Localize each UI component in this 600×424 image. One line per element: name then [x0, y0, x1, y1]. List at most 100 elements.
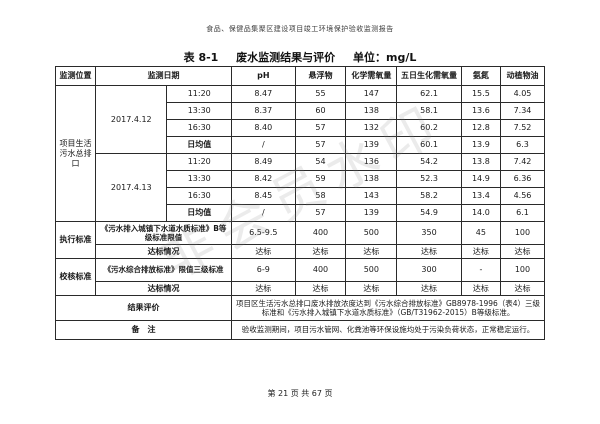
compliance-cell: 达标 [460, 244, 501, 259]
check-ph-limit: 6-9 [231, 258, 296, 282]
page-number: 第 21 页 共 67 页 [267, 389, 333, 398]
compliance-cell: 达标 [231, 281, 296, 296]
compliance-cell: 达标 [396, 244, 462, 259]
result-text: 项目区生活污水总排口废水排放浓度达到《污水综合排放标准》GB8978-1996（… [231, 295, 545, 321]
compliance-cell: 达标 [499, 244, 546, 259]
compliance-label: 达标情况 [95, 281, 233, 296]
compliance-cell: 达标 [396, 281, 462, 296]
col-header-bod5: 五日生化需氧量 [396, 66, 462, 86]
time-cell: 16:30 [166, 187, 233, 205]
cod-cell: 136 [345, 153, 398, 171]
ph-cell: 8.49 [231, 153, 296, 171]
exec-standard-label: 执行标准 [54, 221, 97, 259]
time-cell: 11:20 [166, 85, 233, 103]
check-oil-limit: 100 [499, 258, 546, 282]
ph-cell: 8.42 [231, 170, 296, 188]
result-label: 结果评价 [54, 295, 233, 321]
ss-cell: 60 [294, 102, 347, 120]
oil-cell: 7.42 [499, 153, 546, 171]
time-cell: 16:30 [166, 119, 233, 137]
nh3n-cell: 12.8 [460, 119, 501, 137]
cod-cell: 132 [345, 119, 398, 137]
remark-row: 备 注 验收监测期间，项目污水管网、化粪池等环保设施均处于污染负荷状态，正常稳定… [54, 320, 545, 340]
compliance-cell: 达标 [294, 281, 347, 296]
header-row: 监测位置 监测日期 pH 悬浮物 化学需氧量 五日生化需氧量 氨氮 动植物油 [54, 66, 546, 86]
ss-cell: 58 [294, 187, 347, 205]
exec-standard-name: 《污水排入城镇下水道水质标准》B等级标准限值 [95, 221, 233, 245]
ph-cell: 8.37 [231, 102, 296, 120]
oil-cell: 6.1 [499, 204, 546, 222]
time-cell: 11:20 [166, 153, 233, 171]
ph-cell: / [231, 136, 296, 154]
wastewater-monitoring-table: 监测位置 监测日期 pH 悬浮物 化学需氧量 五日生化需氧量 氨氮 动植物油 项… [54, 66, 546, 340]
ss-cell: 55 [294, 85, 347, 103]
daily-avg-label: 日均值 [166, 136, 233, 154]
exec-nh3n-limit: 45 [460, 221, 501, 245]
bod5-cell: 52.3 [396, 170, 462, 188]
location-cell: 项目生活污水总排口 [54, 85, 97, 222]
check-nh3n-limit: - [460, 258, 501, 282]
nh3n-cell: 15.5 [460, 85, 501, 103]
remark-text: 验收监测期间，项目污水管网、化粪池等环保设施均处于污染负荷状态，正常稳定运行。 [231, 320, 545, 340]
compliance-cell: 达标 [231, 244, 296, 259]
exec-bod5-limit: 350 [396, 221, 462, 245]
exec-standard-row: 执行标准 《污水排入城镇下水道水质标准》B等级标准限值 6.5-9.5 400 … [54, 221, 546, 259]
date-cell: 2017.4.12 [95, 85, 168, 154]
bod5-cell: 60.1 [396, 136, 462, 154]
exec-oil-limit: 100 [499, 221, 546, 245]
ph-cell: 8.40 [231, 119, 296, 137]
exec-ph-limit: 6.5-9.5 [231, 221, 296, 245]
ss-cell: 57 [294, 136, 347, 154]
exec-ss-limit: 400 [294, 221, 347, 245]
daily-avg-label: 日均值 [166, 204, 233, 222]
nh3n-cell: 13.9 [460, 136, 501, 154]
table-row: 16:30 8.45 58 143 58.2 13.4 4.56 [56, 187, 546, 205]
ss-cell: 57 [294, 119, 347, 137]
time-cell: 13:30 [166, 102, 233, 120]
col-header-ph: pH [231, 66, 296, 86]
doc-header: 食品、保健品集聚区建设项目竣工环境保护验收监测报告 [206, 25, 394, 33]
nh3n-cell: 14.0 [460, 204, 501, 222]
bod5-cell: 54.9 [396, 204, 462, 222]
table-row-daily-avg: 日均值 / 57 139 60.1 13.9 6.3 [56, 136, 546, 154]
table-title: 表 8-1 废水监测结果与评价 单位：mg/L [0, 49, 600, 65]
compliance-label: 达标情况 [95, 244, 233, 259]
oil-cell: 6.3 [499, 136, 546, 154]
check-cod-limit: 500 [345, 258, 398, 282]
cod-cell: 139 [345, 204, 398, 222]
check-standard-name: 《污水综合排放标准》限值三级标准 [95, 258, 233, 282]
compliance-cell: 达标 [294, 244, 347, 259]
cod-cell: 139 [345, 136, 398, 154]
col-header-location: 监测位置 [54, 66, 97, 86]
bod5-cell: 60.2 [396, 119, 462, 137]
col-header-ss: 悬浮物 [294, 66, 347, 86]
compliance-cell: 达标 [345, 281, 398, 296]
check-bod5-limit: 300 [396, 258, 462, 282]
table-number: 表 8-1 [183, 51, 219, 64]
remark-label: 备 注 [54, 320, 233, 340]
col-header-cod: 化学需氧量 [345, 66, 398, 86]
oil-cell: 4.05 [499, 85, 546, 103]
ph-cell: 8.47 [231, 85, 296, 103]
exec-compliance-row: 达标情况 达标 达标 达标 达标 达标 达标 [56, 244, 546, 259]
table-row: 13:30 8.37 60 138 58.1 13.6 7.34 [56, 102, 546, 120]
ph-cell: 8.45 [231, 187, 296, 205]
table-row-daily-avg: 日均值 / 57 139 54.9 14.0 6.1 [56, 204, 546, 222]
bod5-cell: 62.1 [396, 85, 462, 103]
check-standard-label: 校核标准 [54, 258, 97, 296]
oil-cell: 6.36 [499, 170, 546, 188]
compliance-cell: 达标 [345, 244, 398, 259]
ss-cell: 54 [294, 153, 347, 171]
cod-cell: 138 [345, 102, 398, 120]
ss-cell: 57 [294, 204, 347, 222]
check-compliance-row: 达标情况 达标 达标 达标 达标 达标 达标 [56, 281, 546, 296]
table-row: 项目生活污水总排口 2017.4.12 11:20 8.47 55 147 62… [54, 85, 546, 222]
ss-cell: 59 [294, 170, 347, 188]
oil-cell: 7.34 [499, 102, 546, 120]
bod5-cell: 58.1 [396, 102, 462, 120]
col-header-oil: 动植物油 [499, 66, 546, 86]
check-standard-row: 校核标准 《污水综合排放标准》限值三级标准 6-9 400 500 300 - … [54, 258, 546, 296]
bod5-cell: 58.2 [396, 187, 462, 205]
date-cell: 2017.4.13 [95, 153, 168, 222]
table-unit-label: 单位：mg/L [353, 51, 417, 64]
